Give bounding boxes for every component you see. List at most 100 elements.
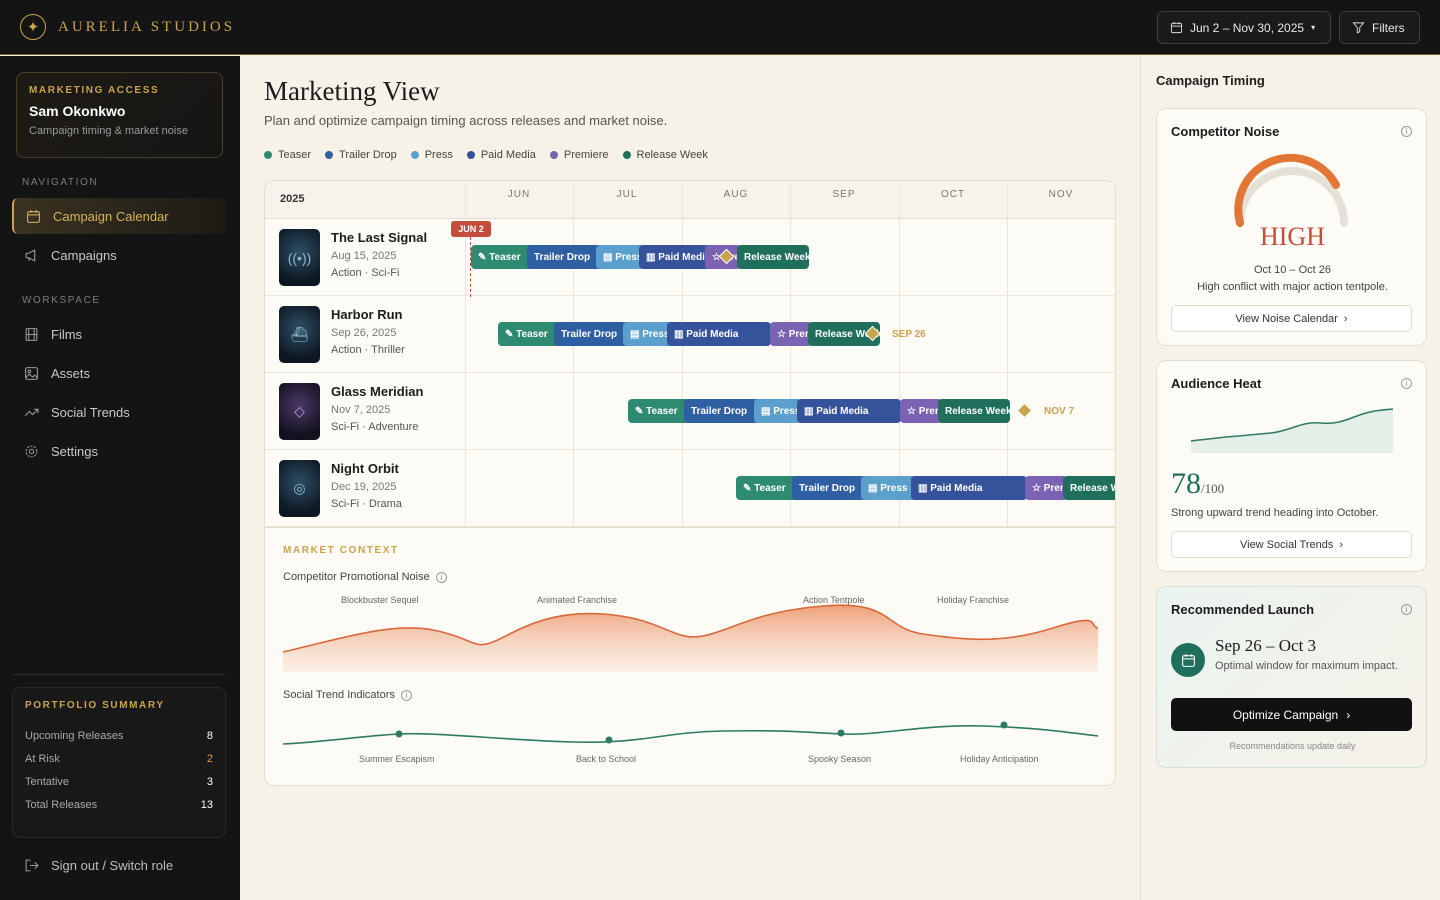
film-row-harbor-run[interactable]: ⛴ Harbor Run Sep 26, 2025 Action · Thril…: [265, 296, 1115, 373]
film-date: Dec 19, 2025: [331, 481, 397, 493]
phase-bar-trailer-drop[interactable]: Trailer Drop: [554, 322, 630, 346]
gantt-year: 2025: [280, 193, 305, 205]
image-icon: [23, 365, 39, 381]
phase-bar-premiere[interactable]: ☆ Premiere: [1025, 476, 1067, 500]
sidebar-item-label: Assets: [51, 365, 91, 381]
trend-event-label: Summer Escapism: [359, 754, 435, 764]
phase-bar-trailer-drop[interactable]: Trailer Drop: [684, 399, 760, 423]
phase-bar-teaser[interactable]: ✎ Teaser: [471, 245, 533, 269]
sidebar-item-films[interactable]: Films: [12, 316, 226, 352]
noise-description: High conflict with major action tentpole…: [1197, 281, 1388, 293]
release-date-label: NOV 7: [1044, 406, 1075, 417]
release-marker[interactable]: [1016, 402, 1033, 419]
competitor-event-label: Animated Franchise: [537, 595, 618, 605]
star-logo-icon: ✦: [20, 14, 46, 40]
phase-label: Paid Media: [658, 251, 711, 263]
competitor-noise-area-chart: [283, 604, 1098, 672]
grid-line: [465, 181, 466, 527]
film-date: Aug 15, 2025: [331, 250, 397, 262]
phase-bar-teaser[interactable]: ✎ Teaser: [498, 322, 560, 346]
phase-bar-premiere[interactable]: ☆ Premiere: [900, 399, 942, 423]
phase-label: Trailer Drop: [691, 405, 748, 417]
trend-point[interactable]: [605, 736, 613, 744]
phase-bar-press[interactable]: ▤ Press: [861, 476, 917, 500]
phase-bar-press[interactable]: ▤ Press: [596, 245, 644, 269]
info-icon[interactable]: i: [1401, 604, 1412, 615]
phase-label: Paid Media: [816, 405, 869, 417]
today-marker: JUN 2: [451, 221, 491, 237]
phase-label: Release Week: [815, 328, 880, 340]
phase-label: Press: [642, 328, 670, 340]
view-noise-calendar-button[interactable]: View Noise Calendar ›: [1171, 305, 1412, 332]
brand-logo[interactable]: ✦ AURELIA STUDIOS: [20, 14, 235, 40]
film-row-night-orbit[interactable]: ◎ Night Orbit Dec 19, 2025 Sci-Fi · Dram…: [265, 450, 1115, 527]
sign-out-button[interactable]: Sign out / Switch role: [24, 858, 173, 873]
phase-bar-release-week[interactable]: Release Week: [737, 245, 809, 269]
chevron-down-icon: ▾: [1311, 23, 1316, 32]
film-row-the-last-signal[interactable]: ((•)) The Last Signal Aug 15, 2025 Actio…: [265, 219, 1115, 296]
phase-legend: Teaser Trailer Drop Press Paid Media Pre…: [264, 149, 708, 161]
film-row-glass-meridian[interactable]: ◇ Glass Meridian Nov 7, 2025 Sci-Fi · Ad…: [265, 373, 1115, 450]
phase-bar-release-week[interactable]: Release Week: [938, 399, 1010, 423]
portfolio-summary: PORTFOLIO SUMMARY Upcoming Releases 8 At …: [12, 687, 226, 838]
top-bar: ✦ AURELIA STUDIOS Jun 2 – Nov 30, 2025 ▾…: [0, 0, 1440, 55]
phase-bar-press[interactable]: ▤ Press: [754, 399, 802, 423]
sidebar-item-assets[interactable]: Assets: [12, 355, 226, 391]
trend-point[interactable]: [1000, 721, 1008, 729]
legend-dot: [264, 151, 272, 159]
phase-label: Premiere: [918, 405, 942, 417]
info-icon[interactable]: i: [1401, 378, 1412, 389]
recommendation-note: Recommendations update daily: [1229, 741, 1356, 751]
phase-bar-press[interactable]: ▤ Press: [623, 322, 673, 346]
phase-bar-premiere[interactable]: ☆ Premiere: [770, 322, 812, 346]
sidebar-item-settings[interactable]: Settings: [12, 433, 226, 469]
sign-out-label: Sign out / Switch role: [51, 858, 174, 873]
info-icon[interactable]: i: [400, 689, 412, 701]
score-suffix: /100: [1201, 481, 1225, 496]
phase-bar-release-week[interactable]: Release Week: [1063, 476, 1115, 500]
campaign-timing-panel: Campaign Timing Competitor Noise i HIGH …: [1140, 56, 1440, 900]
view-social-trends-button[interactable]: View Social Trends ›: [1171, 531, 1412, 558]
filters-label: Filters: [1372, 20, 1405, 35]
phase-label: Teaser: [754, 482, 786, 494]
sidebar-item-campaigns[interactable]: Campaigns: [12, 237, 226, 273]
social-trend-label: Social Trend Indicators: [283, 689, 395, 701]
trend-point[interactable]: [837, 729, 845, 737]
optimize-campaign-button[interactable]: Optimize Campaign ›: [1171, 698, 1412, 731]
phase-label: Press: [615, 251, 643, 263]
date-range-button[interactable]: Jun 2 – Nov 30, 2025 ▾: [1157, 11, 1331, 44]
calendar-icon: [25, 208, 41, 224]
sidebar: MARKETING ACCESS Sam Okonkwo Campaign ti…: [0, 56, 240, 900]
phase-bar-paid-media[interactable]: ▥ Paid Media: [667, 322, 771, 346]
film-genre: Action · Thriller: [331, 344, 405, 356]
portfolio-row: Upcoming Releases 8: [25, 730, 213, 742]
grid-line: [682, 181, 683, 527]
trend-point[interactable]: [395, 730, 403, 738]
card-title: Recommended Launch: [1171, 602, 1315, 617]
sidebar-item-social-trends[interactable]: Social Trends: [12, 394, 226, 430]
phase-bar-teaser[interactable]: ✎ Teaser: [736, 476, 798, 500]
card-title: Audience Heat: [1171, 376, 1262, 391]
recommended-launch-card: Recommended Launch i Sep 26 – Oct 3 Opti…: [1156, 586, 1427, 768]
info-icon[interactable]: i: [1401, 126, 1412, 137]
sidebar-item-campaign-calendar[interactable]: Campaign Calendar: [12, 198, 226, 234]
phase-label: Premiere: [788, 328, 812, 340]
filters-button[interactable]: Filters: [1339, 11, 1420, 44]
info-icon[interactable]: i: [435, 571, 447, 583]
phase-bar-paid-media[interactable]: ▥ Paid Media: [797, 399, 901, 423]
phase-bar-teaser[interactable]: ✎ Teaser: [628, 399, 690, 423]
phase-bar-paid-media[interactable]: ▥ Paid Media: [911, 476, 1027, 500]
phase-bar-trailer-drop[interactable]: Trailer Drop: [792, 476, 868, 500]
phase-bar-paid-media[interactable]: ▥ Paid Media: [639, 245, 711, 269]
market-context: MARKET CONTEXT Competitor Promotional No…: [265, 527, 1115, 785]
portfolio-row-label: Tentative: [25, 776, 70, 788]
portfolio-label: PORTFOLIO SUMMARY: [25, 700, 165, 711]
access-subtitle: Campaign timing & market noise: [29, 125, 188, 137]
film-title: Night Orbit: [331, 461, 399, 476]
legend-item-teaser: Teaser: [264, 149, 311, 161]
phase-bar-trailer-drop[interactable]: Trailer Drop: [527, 245, 603, 269]
legend-item-trailer: Trailer Drop: [325, 149, 397, 161]
page-title: Marketing View: [264, 76, 440, 106]
filter-icon: [1352, 22, 1365, 34]
phase-label: Premiere: [1043, 482, 1067, 494]
